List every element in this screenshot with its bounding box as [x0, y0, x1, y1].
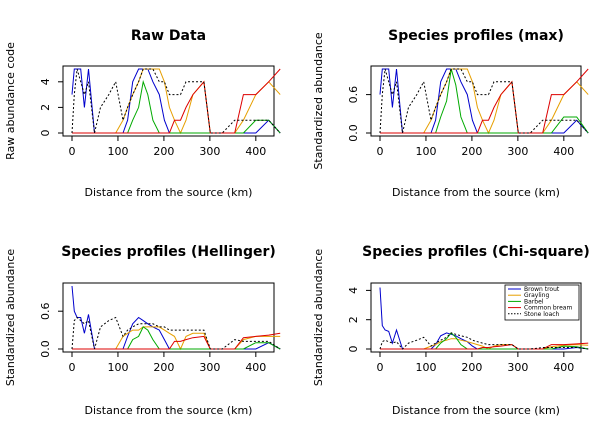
y-tick-label: 0.0 — [347, 124, 360, 142]
panel-2: Species profiles (max) 0 100 200 300 400 0.0 0.… — [312, 28, 589, 199]
y-tick-label: 4 — [39, 78, 52, 85]
y-tick-label: 0 — [39, 130, 52, 137]
legend-label: Common bream — [524, 305, 572, 312]
x-tick-label: 300 — [507, 361, 528, 374]
series-line-5 — [71, 68, 281, 134]
x-tick-label: 300 — [507, 145, 528, 158]
series-line-3 — [72, 79, 281, 134]
series-line-2 — [380, 68, 589, 135]
y-axis-label: Standardized abundance — [312, 32, 325, 170]
legend-label: Grayling — [524, 292, 549, 299]
series-line-5 — [379, 68, 589, 134]
y-tick-label: 0 — [347, 346, 360, 353]
y-tick-label: 0.6 — [39, 302, 52, 320]
x-tick-label: 0 — [377, 361, 384, 374]
plot-frame — [370, 65, 582, 137]
plot-frame — [62, 282, 275, 353]
x-axis-label: Distance from the source (km) — [392, 404, 560, 417]
plot-frame — [370, 282, 582, 353]
x-tick-label: 200 — [461, 145, 482, 158]
x-tick-label: 400 — [553, 361, 574, 374]
y-axis-label: Raw abundance code — [4, 42, 17, 160]
x-tick-label: 200 — [461, 361, 482, 374]
legend-label: Brown trout — [524, 286, 560, 293]
chart-title: Species profiles (Hellinger) — [61, 244, 276, 260]
y-axis-label: Standardized abundance — [4, 249, 17, 387]
x-tick-label: 400 — [553, 145, 574, 158]
x-tick-label: 300 — [199, 361, 220, 374]
x-axis-label: Distance from the source (km) — [85, 404, 253, 417]
chart-title: Species profiles (max) — [388, 28, 564, 44]
x-tick-label: 100 — [107, 145, 128, 158]
panel-3: Species profiles (Hellinger) 0 100 200 300 40… — [4, 244, 281, 417]
plot-frame — [62, 65, 275, 137]
x-tick-label: 0 — [69, 145, 76, 158]
y-tick-label: 2 — [39, 104, 52, 111]
series-line-4 — [72, 332, 281, 350]
x-tick-label: 300 — [199, 145, 220, 158]
y-tick-label: 4 — [347, 287, 360, 294]
chart-title: Species profiles (Chi-square) — [362, 244, 590, 260]
x-tick-label: 100 — [107, 361, 128, 374]
series-line-2 — [72, 68, 281, 135]
y-tick-label: 0.6 — [347, 86, 360, 104]
x-tick-label: 0 — [69, 361, 76, 374]
y-tick-label: 2 — [347, 316, 360, 323]
y-axis-label: Standardized abundance — [312, 249, 325, 387]
panel-1: Raw Data 0 100 200 300 400 0 2 4 Distance from th… — [4, 28, 281, 199]
legend-label: Barbel — [524, 298, 544, 305]
x-tick-label: 400 — [245, 361, 266, 374]
x-tick-label: 200 — [153, 145, 174, 158]
series-line-5 — [71, 316, 281, 350]
x-axis-label: Distance from the source (km) — [392, 186, 560, 199]
x-tick-label: 100 — [415, 145, 436, 158]
x-axis-label: Distance from the source (km) — [85, 186, 253, 199]
series-line-5 — [379, 332, 589, 350]
x-tick-label: 200 — [153, 361, 174, 374]
x-tick-label: 400 — [245, 145, 266, 158]
x-tick-label: 0 — [377, 145, 384, 158]
x-tick-label: 100 — [415, 361, 436, 374]
y-tick-label: 0.0 — [39, 340, 52, 358]
panel-4: Species profiles (Chi-square) 0 100 200 300 4… — [312, 244, 590, 417]
chart-title: Raw Data — [131, 28, 206, 44]
legend-label: Stone loach — [524, 311, 560, 318]
